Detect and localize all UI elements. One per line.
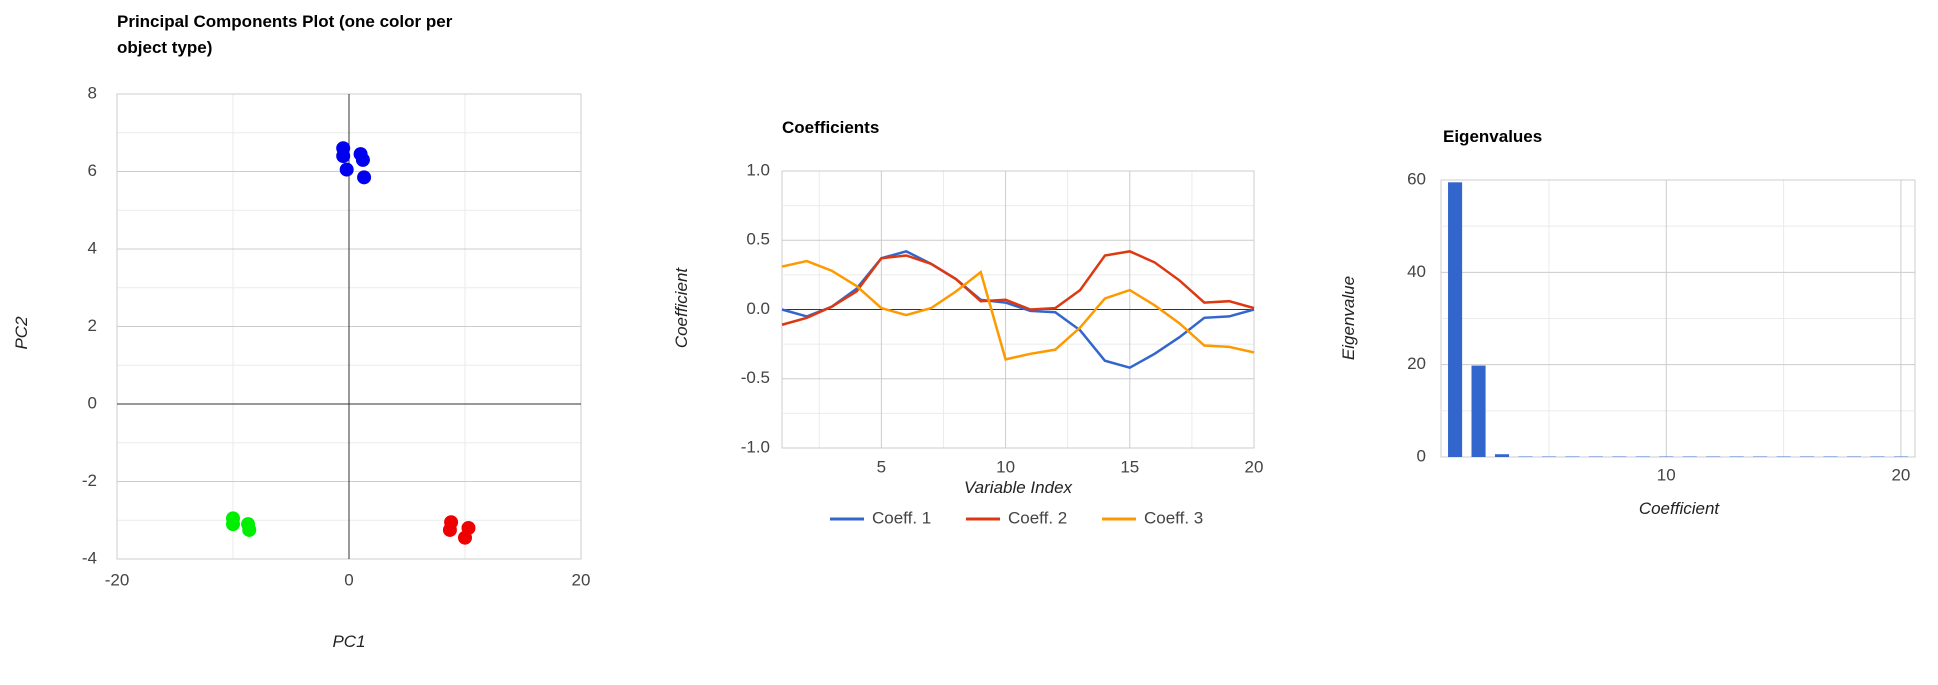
y-tick-label: 0 — [88, 393, 97, 412]
legend-label: Coeff. 2 — [1008, 508, 1067, 527]
y-tick-label: 4 — [88, 238, 97, 257]
y-tick-label: 20 — [1407, 354, 1426, 373]
y-tick-label: 60 — [1407, 169, 1426, 188]
y-tick-label: 0.5 — [746, 230, 770, 249]
point — [242, 523, 256, 537]
x-axis-title: Variable Index — [964, 478, 1073, 497]
y-tick-label: 6 — [88, 161, 97, 180]
point — [357, 170, 371, 184]
x-tick-label: 5 — [877, 457, 886, 476]
chart-title: Coefficients — [782, 118, 879, 137]
x-tick-label: 20 — [1245, 457, 1264, 476]
chart-title: Eigenvalues — [1443, 127, 1542, 146]
y-tick-label: 0 — [1417, 446, 1426, 465]
y-tick-label: 8 — [88, 83, 97, 102]
x-tick-label: 10 — [1657, 465, 1676, 484]
y-axis-title: Eigenvalue — [1339, 276, 1358, 360]
x-tick-label: -20 — [105, 570, 130, 589]
bar — [1472, 366, 1486, 457]
point — [336, 149, 350, 163]
x-axis-title: Coefficient — [1639, 499, 1721, 518]
point — [458, 531, 472, 545]
x-tick-label: 20 — [572, 570, 591, 589]
y-axis-title: PC2 — [12, 316, 31, 350]
x-axis-title: PC1 — [332, 632, 365, 651]
y-tick-label: 0.0 — [746, 299, 770, 318]
x-tick-label: 10 — [996, 457, 1015, 476]
y-tick-label: -0.5 — [741, 368, 770, 387]
point — [340, 163, 354, 177]
y-tick-label: 40 — [1407, 262, 1426, 281]
chart-title: Principal Components Plot (one color per… — [117, 12, 453, 57]
y-tick-label: 1.0 — [746, 160, 770, 179]
x-tick-label: 15 — [1120, 457, 1139, 476]
line — [782, 251, 1254, 324]
title-line: Principal Components Plot (one color per — [117, 12, 453, 31]
bar — [1448, 182, 1462, 457]
legend-label: Coeff. 1 — [872, 508, 931, 527]
bar — [1495, 454, 1509, 457]
y-tick-label: -2 — [82, 471, 97, 490]
y-tick-label: 2 — [88, 316, 97, 335]
x-tick-label: 20 — [1891, 465, 1910, 484]
x-tick-label: 0 — [344, 570, 353, 589]
legend-label: Coeff. 3 — [1144, 508, 1203, 527]
y-axis-title: Coefficient — [672, 267, 691, 349]
y-tick-label: -1.0 — [741, 437, 770, 456]
title-line: object type) — [117, 38, 212, 57]
point — [356, 153, 370, 167]
y-tick-label: -4 — [82, 548, 97, 567]
point — [226, 517, 240, 531]
point — [443, 523, 457, 537]
